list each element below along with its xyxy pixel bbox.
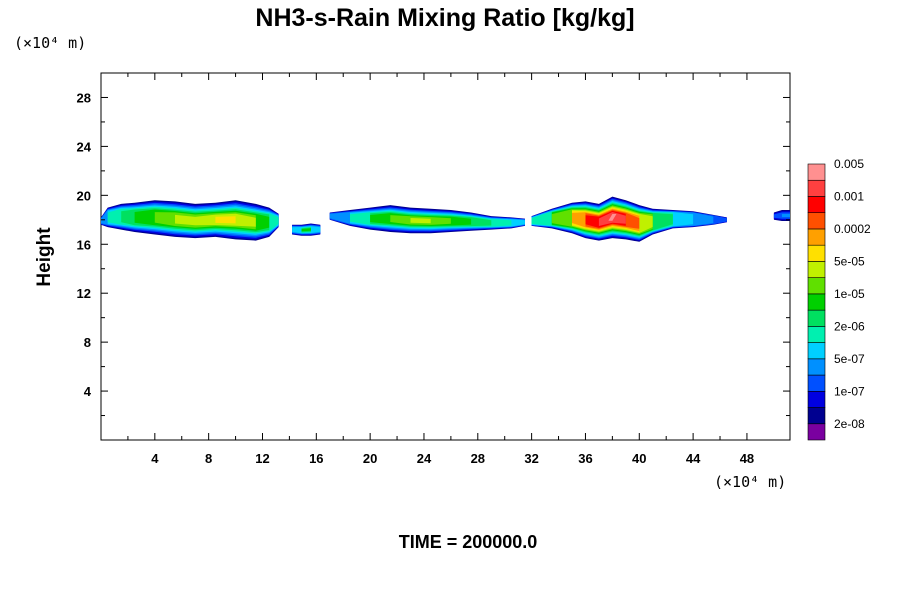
x-tick-label: 24 <box>417 451 432 466</box>
colorbar-swatch <box>807 179 826 197</box>
colorbar-label: 2e-08 <box>834 417 865 431</box>
y-tick-label: 28 <box>77 90 91 105</box>
cloud-contour <box>608 214 617 221</box>
x-tick-label: 40 <box>632 451 646 466</box>
y-tick-label: 4 <box>84 384 92 399</box>
x-tick-label: 48 <box>740 451 754 466</box>
y-tick-label: 12 <box>77 286 91 301</box>
colorbar-label: 2e-06 <box>834 319 865 333</box>
x-tick-label: 8 <box>205 451 212 466</box>
colorbar-label: 0.0002 <box>834 222 871 236</box>
cloud-contour <box>215 216 236 224</box>
y-tick-label: 24 <box>77 139 92 154</box>
x-tick-label: 32 <box>524 451 538 466</box>
colorbar-label: 5e-05 <box>834 254 865 268</box>
x-tick-label: 16 <box>309 451 323 466</box>
colorbar-swatch <box>807 212 826 230</box>
y-axis-label: Height <box>34 227 55 287</box>
colorbar: 2e-08 1e-07 5e-07 2e-06 1e-05 5e-05 0.0002 0.00… <box>807 157 871 441</box>
x-axis-unit: (×10⁴ m) <box>714 473 786 491</box>
colorbar-label: 5e-07 <box>834 352 865 366</box>
colorbar-swatch <box>807 390 826 408</box>
colorbar-swatch <box>807 261 826 278</box>
chart-title: NH3-s-Rain Mixing Ratio [kg/kg] <box>255 4 634 32</box>
colorbar-swatch <box>807 277 826 295</box>
y-tick-label: 20 <box>77 188 91 203</box>
x-tick-label: 44 <box>686 451 701 466</box>
cloud-layer <box>101 196 790 242</box>
colorbar-swatch <box>807 196 826 214</box>
y-tick-label: 16 <box>77 237 91 252</box>
colorbar-label: 1e-07 <box>834 384 865 398</box>
y-tick-label: 8 <box>84 335 91 350</box>
colorbar-swatch <box>807 163 826 181</box>
cloud-contour <box>410 218 431 224</box>
colorbar-swatch <box>807 309 826 327</box>
x-tick-label: 20 <box>363 451 377 466</box>
colorbar-swatch <box>807 244 826 262</box>
colorbar-swatch <box>807 293 826 311</box>
colorbar-label: 0.001 <box>834 189 864 203</box>
colorbar-label: 1e-05 <box>834 287 865 301</box>
x-tick-label: 28 <box>471 451 485 466</box>
time-label: TIME = 200000.0 <box>399 532 538 552</box>
colorbar-swatch <box>807 342 826 360</box>
plot-frame <box>100 72 791 441</box>
cloud-contour <box>781 213 790 218</box>
x-tick-label: 4 <box>151 451 159 466</box>
colorbar-swatch <box>807 228 826 246</box>
colorbar-swatch <box>807 358 826 376</box>
y-axis-unit: (×10⁴ m) <box>14 34 86 52</box>
colorbar-swatch <box>807 374 826 392</box>
colorbar-label: 0.005 <box>834 157 864 171</box>
x-tick-label: 12 <box>255 451 269 466</box>
colorbar-swatch <box>807 326 826 343</box>
cloud-contour <box>301 228 311 232</box>
x-tick-label: 36 <box>578 451 592 466</box>
colorbar-swatch <box>807 423 826 441</box>
colorbar-swatch <box>807 407 826 425</box>
